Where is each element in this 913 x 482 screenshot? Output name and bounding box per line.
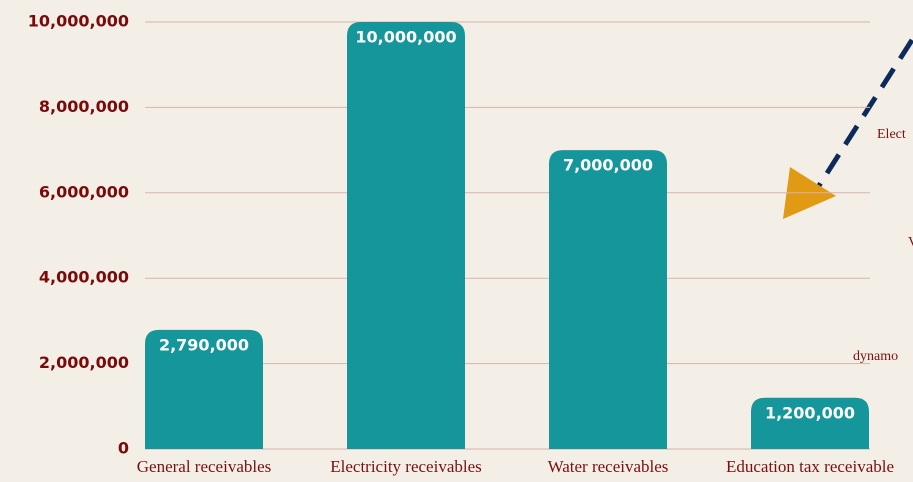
annotation: dynamo — [853, 349, 898, 364]
y-tick-label: 4,000,000 — [39, 268, 129, 287]
arrow-shaft — [812, 38, 913, 194]
x-tick-label: Electricity receivables — [330, 457, 482, 476]
annotation: V — [908, 235, 913, 250]
bar-value-label: 1,200,000 — [765, 403, 855, 422]
bar — [549, 150, 667, 449]
y-tick-label: 0 — [118, 439, 129, 458]
x-tick-label: General receivables — [137, 457, 272, 476]
bar-value-label: 10,000,000 — [355, 28, 456, 47]
x-tick-label: Water receivables — [548, 457, 669, 476]
y-tick-label: 8,000,000 — [39, 97, 129, 116]
bar-value-label: 2,790,000 — [159, 335, 249, 354]
x-tick-label: Education tax receivable — [726, 457, 894, 476]
bar-value-label: 7,000,000 — [563, 156, 653, 175]
y-tick-label: 10,000,000 — [28, 12, 129, 31]
bar — [751, 397, 869, 449]
y-tick-label: 2,000,000 — [39, 353, 129, 372]
bar — [145, 329, 263, 449]
bar — [347, 22, 465, 449]
y-tick-label: 6,000,000 — [39, 182, 129, 201]
annotation: Elect — [877, 127, 906, 142]
